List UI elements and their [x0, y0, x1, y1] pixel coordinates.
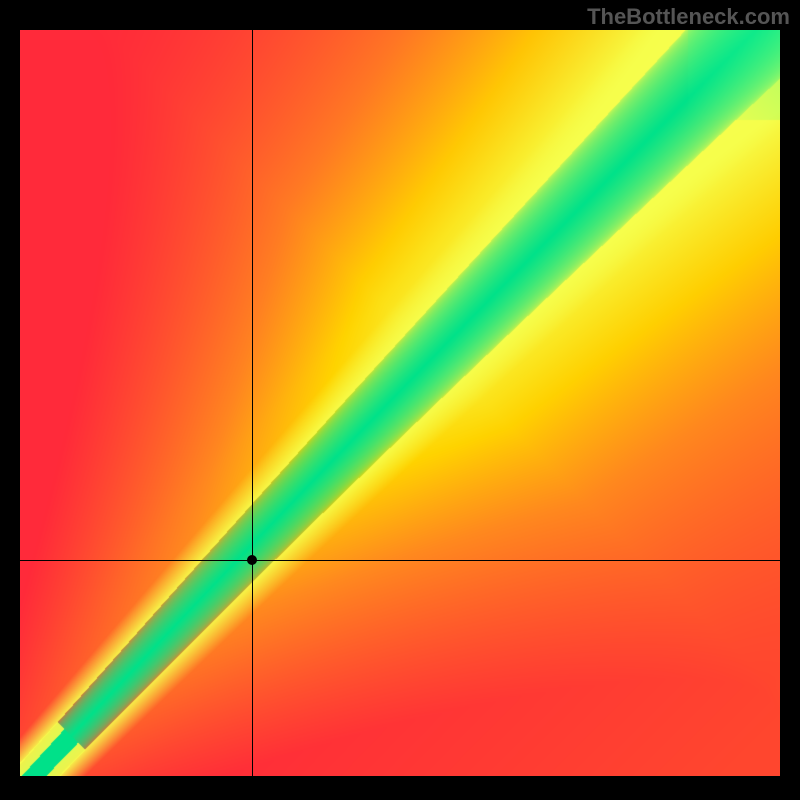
crosshair-dot	[247, 555, 257, 565]
crosshair-vertical	[252, 30, 253, 776]
crosshair-horizontal	[20, 560, 780, 561]
heatmap-canvas	[20, 30, 780, 776]
heatmap-plot	[20, 30, 780, 776]
chart-container: TheBottleneck.com	[0, 0, 800, 800]
watermark-text: TheBottleneck.com	[587, 4, 790, 30]
